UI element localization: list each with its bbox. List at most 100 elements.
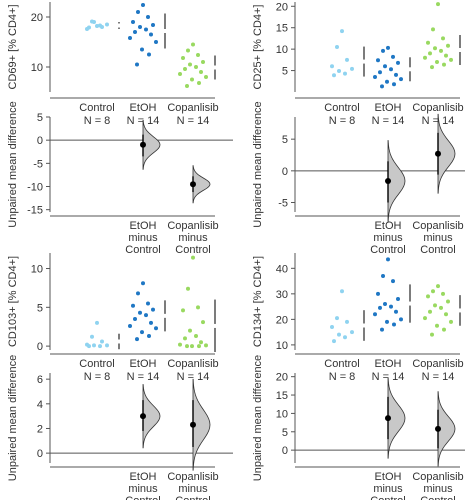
data-point-etoh	[133, 316, 137, 321]
data-point-etoh	[391, 54, 395, 59]
comparison-label: Control	[175, 495, 210, 500]
data-point-control	[92, 343, 96, 348]
data-point-etoh	[380, 327, 384, 332]
data-point-etoh	[378, 70, 382, 75]
data-point-etoh	[386, 45, 390, 50]
diff-y-axis-label: Unpaired mean difference	[7, 355, 19, 481]
group-label-copanlisib: Copanlisib	[167, 358, 218, 370]
data-point-etoh	[135, 62, 139, 67]
comparison-label: EtOH	[130, 220, 157, 232]
diff-y-tick-label: 2	[37, 423, 43, 435]
group-n-label-etoh: N = 14	[127, 371, 160, 383]
y-tick-label: 30	[276, 289, 288, 301]
data-point-control	[332, 73, 336, 78]
mean-difference-point	[385, 415, 391, 422]
group-label-etoh: EtOH	[375, 102, 402, 114]
data-point-etoh	[376, 58, 380, 63]
comparison-label: minus	[178, 232, 208, 244]
y-tick-label: 40	[276, 263, 288, 275]
data-point-copanlisib	[199, 70, 203, 74]
data-point-copanlisib	[446, 299, 450, 304]
diff-y-tick-label: 0	[282, 166, 288, 178]
bootstrap-distribution	[437, 391, 456, 467]
data-point-copanlisib	[194, 334, 198, 339]
data-point-copanlisib	[181, 56, 185, 60]
data-point-copanlisib	[186, 286, 190, 291]
data-point-etoh	[154, 40, 158, 44]
comparison-label: Copanlisib	[167, 220, 218, 232]
comparison-label: Copanlisib	[412, 471, 463, 483]
data-point-control	[335, 316, 339, 321]
mean-difference-point	[190, 421, 196, 428]
comparison-label: minus	[178, 483, 208, 495]
bootstrap-distribution	[192, 378, 211, 471]
y-tick-label: 20	[276, 314, 288, 326]
data-point-etoh	[381, 273, 385, 278]
data-point-etoh	[385, 79, 389, 84]
data-point-etoh	[131, 20, 135, 24]
data-point-control	[95, 24, 99, 28]
data-point-etoh	[380, 84, 384, 89]
data-point-copanlisib	[444, 53, 448, 58]
mean-difference-point	[435, 425, 441, 432]
data-point-etoh	[128, 323, 132, 328]
bootstrap-distribution	[387, 377, 406, 459]
data-point-etoh	[140, 47, 144, 52]
data-point-etoh	[136, 10, 140, 14]
data-point-control	[337, 69, 341, 73]
comparison-label: minus	[423, 483, 453, 495]
mean-difference-point	[190, 181, 196, 188]
data-point-etoh	[373, 312, 377, 317]
data-point-etoh	[385, 319, 389, 324]
data-point-etoh	[392, 322, 396, 327]
data-point-copanlisib	[431, 27, 435, 32]
data-point-copanlisib	[183, 336, 187, 341]
data-point-copanlisib	[181, 308, 185, 313]
diff-y-tick-label: 4	[37, 399, 43, 411]
comparison-label: Control	[125, 244, 160, 256]
diff-y-tick-label: 5	[282, 134, 288, 146]
diff-y-tick-label: 0	[282, 445, 288, 457]
comparison-label: Copanlisib	[167, 471, 218, 483]
data-point-control	[343, 71, 347, 76]
data-point-etoh	[149, 32, 153, 37]
data-point-copanlisib	[436, 2, 440, 7]
comparison-label: Control	[420, 244, 455, 256]
comparison-label: EtOH	[375, 220, 402, 232]
data-point-etoh	[138, 310, 142, 315]
diff-y-axis-label: Unpaired mean difference	[252, 101, 264, 227]
data-point-copanlisib	[430, 332, 434, 337]
data-point-copanlisib	[194, 65, 198, 69]
data-point-control	[337, 332, 341, 337]
data-point-control	[105, 22, 109, 27]
group-n-label-control: N = 8	[329, 115, 356, 127]
comparison-label: Control	[175, 244, 210, 256]
data-point-copanlisib	[441, 291, 445, 296]
data-point-copanlisib	[423, 55, 427, 60]
data-point-copanlisib	[442, 62, 446, 67]
comparison-label: minus	[423, 232, 453, 244]
data-point-control	[343, 335, 347, 340]
data-point-control	[350, 66, 354, 71]
data-point-copanlisib	[435, 60, 439, 64]
data-point-etoh	[154, 326, 158, 331]
data-point-control	[335, 45, 339, 49]
diff-y-tick-label: 0	[37, 448, 43, 460]
comparison-label: Copanlisib	[412, 220, 463, 232]
data-point-etoh	[133, 30, 137, 34]
y-axis-label: CD103+ [% CD4+]	[7, 256, 19, 347]
data-point-copanlisib	[428, 51, 432, 56]
data-point-copanlisib	[436, 284, 440, 289]
data-point-etoh	[141, 281, 145, 286]
data-point-copanlisib	[186, 48, 190, 53]
data-point-copanlisib	[190, 77, 194, 82]
comparison-label: Control	[370, 244, 405, 256]
data-point-control	[90, 334, 94, 339]
bootstrap-distribution	[142, 119, 161, 170]
group-n-label-etoh: N = 14	[372, 371, 405, 383]
diff-y-axis-label: Unpaired mean difference	[7, 101, 19, 227]
bootstrap-distribution	[437, 113, 456, 194]
data-point-control	[332, 339, 336, 344]
